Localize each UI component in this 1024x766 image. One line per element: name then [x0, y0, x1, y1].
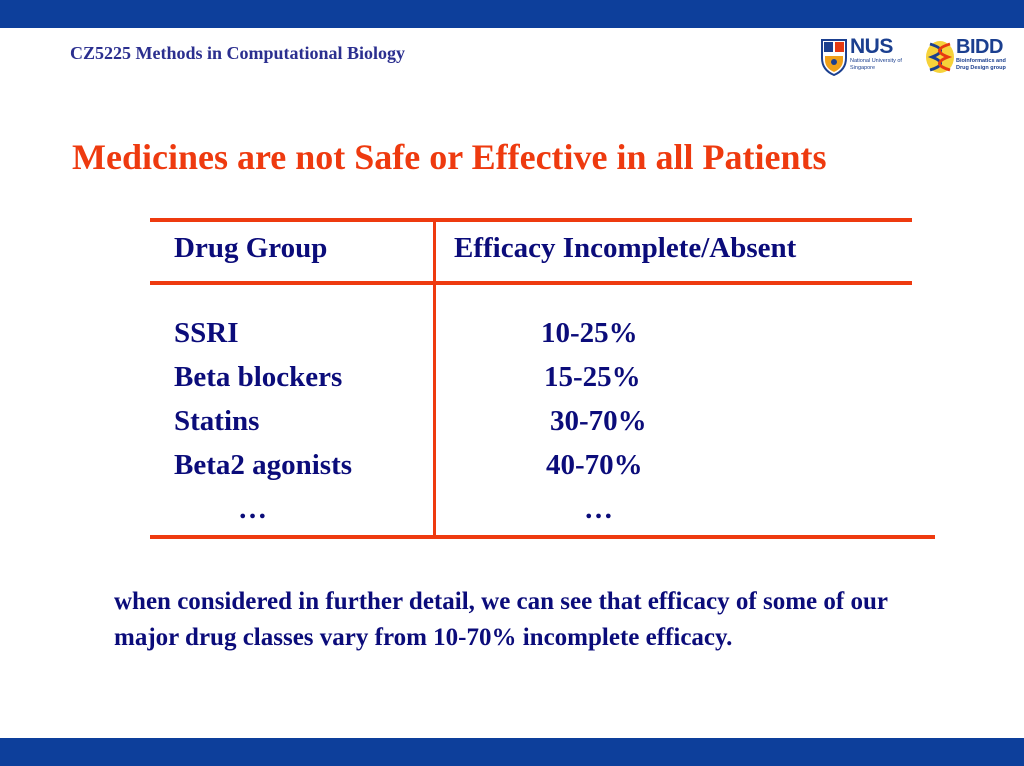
table-bottom-rule — [150, 535, 935, 539]
table-row-drug: Beta blockers — [174, 361, 343, 393]
table-header-rule — [150, 281, 912, 285]
table-row-efficacy: 10-25% — [541, 317, 638, 349]
nus-logo-text: NUS — [850, 35, 893, 58]
table-row-efficacy: 15-25% — [544, 361, 641, 393]
column-header-drug-group: Drug Group — [174, 232, 328, 264]
bidd-logo: BIDD Bioinformatics and Drug Design grou… — [924, 36, 1014, 78]
column-header-efficacy: Efficacy Incomplete/Absent — [454, 232, 797, 264]
nus-logo-subtitle: National University of Singapore — [850, 58, 902, 71]
table-row-drug: SSRI — [174, 317, 239, 349]
nus-crest-icon — [821, 39, 847, 76]
body-paragraph: when considered in further detail, we ca… — [114, 588, 888, 651]
slide-title: Medicines are not Safe or Effective in a… — [72, 137, 827, 177]
table-top-rule — [150, 218, 912, 222]
course-title: CZ5225 Methods in Computational Biology — [70, 43, 406, 63]
bidd-helix-icon — [926, 41, 954, 73]
table-row-drug: Statins — [174, 405, 260, 437]
top-band — [0, 0, 1024, 28]
nus-logo: NUS National University of Singapore — [820, 35, 910, 78]
bottom-band — [0, 738, 1024, 766]
table-column-divider — [433, 220, 436, 538]
table-row-efficacy: 30-70% — [550, 405, 647, 437]
table-row-efficacy: … — [584, 493, 613, 525]
table-row-drug: … — [238, 493, 267, 525]
bidd-logo-subtitle: Bioinformatics and Drug Design group — [956, 58, 1006, 71]
bidd-logo-text: BIDD — [956, 36, 1003, 58]
table-row-efficacy: 40-70% — [546, 449, 643, 481]
table-row-drug: Beta2 agonists — [174, 449, 353, 481]
